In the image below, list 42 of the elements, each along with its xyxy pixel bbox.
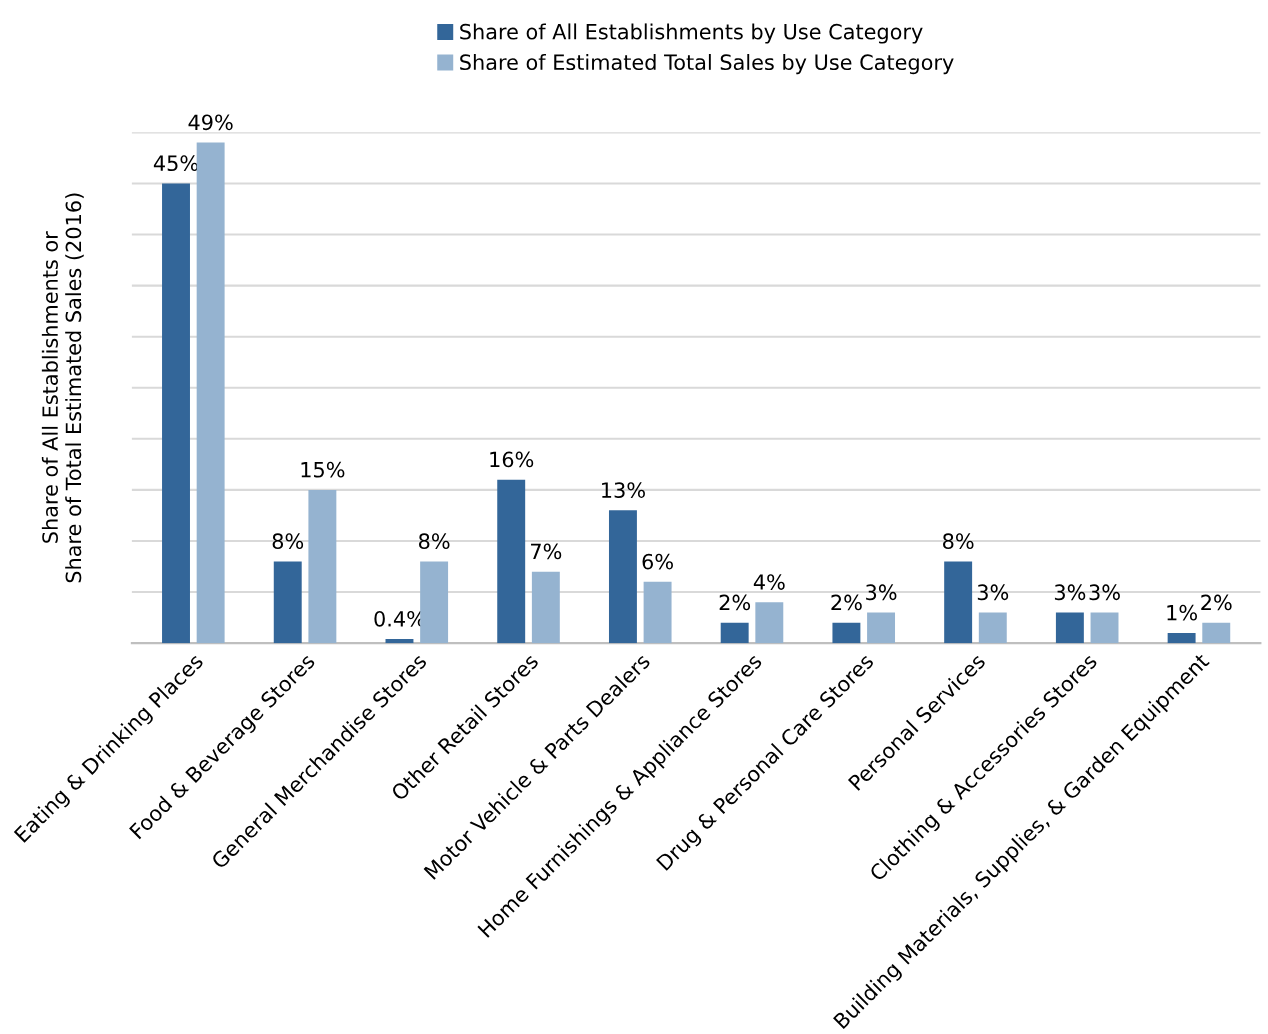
- y-axis-title: Share of All Establishments or Share of Total Estimated Sales (2016): [41, 193, 84, 583]
- data-label: 3%: [977, 584, 1009, 601]
- data-label: 7%: [531, 543, 562, 560]
- data-label: 13%: [602, 482, 645, 498]
- bar: [867, 612, 896, 644]
- bar: [608, 510, 637, 644]
- data-label: 2%: [719, 594, 751, 611]
- data-label: 15%: [301, 461, 345, 478]
- legend-label: Share of All Establishments by Use Category: [460, 23, 923, 44]
- bar: [944, 561, 973, 644]
- bar: [162, 183, 190, 644]
- data-label: 4%: [753, 574, 785, 590]
- bar: [1055, 612, 1084, 644]
- data-label: 3%: [1089, 584, 1120, 601]
- data-label: 2%: [1201, 594, 1232, 611]
- data-label: 49%: [188, 114, 233, 131]
- bar: [420, 561, 449, 644]
- bar: [643, 581, 672, 644]
- bar: [1090, 612, 1119, 644]
- data-label: 3%: [866, 584, 897, 601]
- data-label: 16%: [490, 451, 534, 468]
- data-label: 1%: [1167, 604, 1197, 621]
- data-label: 8%: [419, 533, 450, 550]
- bar: [832, 622, 861, 644]
- data-label: 2%: [831, 594, 862, 611]
- bar: [755, 602, 784, 644]
- data-label: 8%: [943, 533, 974, 550]
- data-label: 45%: [153, 155, 199, 172]
- bar: [385, 639, 414, 644]
- data-label: 3%: [1054, 584, 1086, 601]
- bar: [1167, 632, 1196, 644]
- data-label: 6%: [642, 553, 673, 570]
- bar: [196, 142, 225, 644]
- legend-label: Share of Estimated Total Sales by Use Category: [460, 53, 954, 75]
- bar: [497, 479, 526, 644]
- bar: [308, 489, 337, 644]
- bar: [720, 622, 749, 644]
- bar: [978, 612, 1007, 644]
- bar: [1202, 622, 1231, 644]
- data-label: 8%: [272, 533, 304, 550]
- bar: [273, 561, 302, 644]
- bar: [531, 571, 560, 644]
